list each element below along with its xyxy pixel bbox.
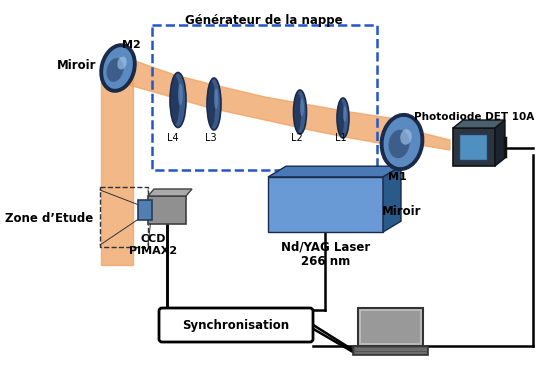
Bar <box>453 128 495 166</box>
Text: M2: M2 <box>122 40 141 50</box>
Ellipse shape <box>170 73 186 128</box>
Ellipse shape <box>400 129 412 145</box>
Text: CCD
PIMAX2: CCD PIMAX2 <box>129 234 177 256</box>
Text: Nd/YAG Laser
266 nm: Nd/YAG Laser 266 nm <box>281 240 370 268</box>
Bar <box>358 308 423 346</box>
Text: L3: L3 <box>205 133 217 143</box>
Ellipse shape <box>171 76 179 124</box>
Ellipse shape <box>343 106 347 122</box>
Bar <box>100 187 148 247</box>
Text: L4: L4 <box>167 133 179 143</box>
Text: Miroir: Miroir <box>382 205 422 218</box>
Ellipse shape <box>337 100 344 136</box>
Ellipse shape <box>100 44 136 92</box>
Ellipse shape <box>300 99 304 116</box>
Bar <box>353 346 428 355</box>
Polygon shape <box>118 55 390 145</box>
Bar <box>138 200 152 220</box>
Polygon shape <box>453 120 505 128</box>
Ellipse shape <box>178 83 183 106</box>
Ellipse shape <box>381 113 424 170</box>
Ellipse shape <box>106 58 124 82</box>
Text: L2: L2 <box>291 133 303 143</box>
Ellipse shape <box>383 116 421 168</box>
Bar <box>152 25 377 170</box>
Ellipse shape <box>337 98 349 138</box>
Polygon shape <box>148 189 192 196</box>
Polygon shape <box>390 125 450 150</box>
Polygon shape <box>495 120 505 166</box>
Bar <box>459 134 487 160</box>
Text: Miroir: Miroir <box>57 58 96 71</box>
Bar <box>361 311 420 343</box>
Polygon shape <box>268 166 401 177</box>
FancyBboxPatch shape <box>159 308 313 342</box>
Text: Synchronisation: Synchronisation <box>182 318 290 331</box>
Polygon shape <box>383 166 401 232</box>
Text: Générateur de la nappe: Générateur de la nappe <box>185 14 343 27</box>
Text: L1: L1 <box>335 133 347 143</box>
Ellipse shape <box>294 90 306 134</box>
Polygon shape <box>268 177 383 232</box>
Text: M1: M1 <box>388 172 407 182</box>
Ellipse shape <box>214 89 218 109</box>
Ellipse shape <box>388 130 409 158</box>
Bar <box>148 196 186 224</box>
Ellipse shape <box>208 81 216 127</box>
Polygon shape <box>101 72 133 265</box>
Ellipse shape <box>207 78 221 130</box>
Text: Zone d’Etude: Zone d’Etude <box>5 212 93 224</box>
Ellipse shape <box>102 46 134 90</box>
Text: Photodiode DET 10A: Photodiode DET 10A <box>414 112 534 122</box>
Ellipse shape <box>294 93 301 131</box>
Ellipse shape <box>117 57 127 70</box>
